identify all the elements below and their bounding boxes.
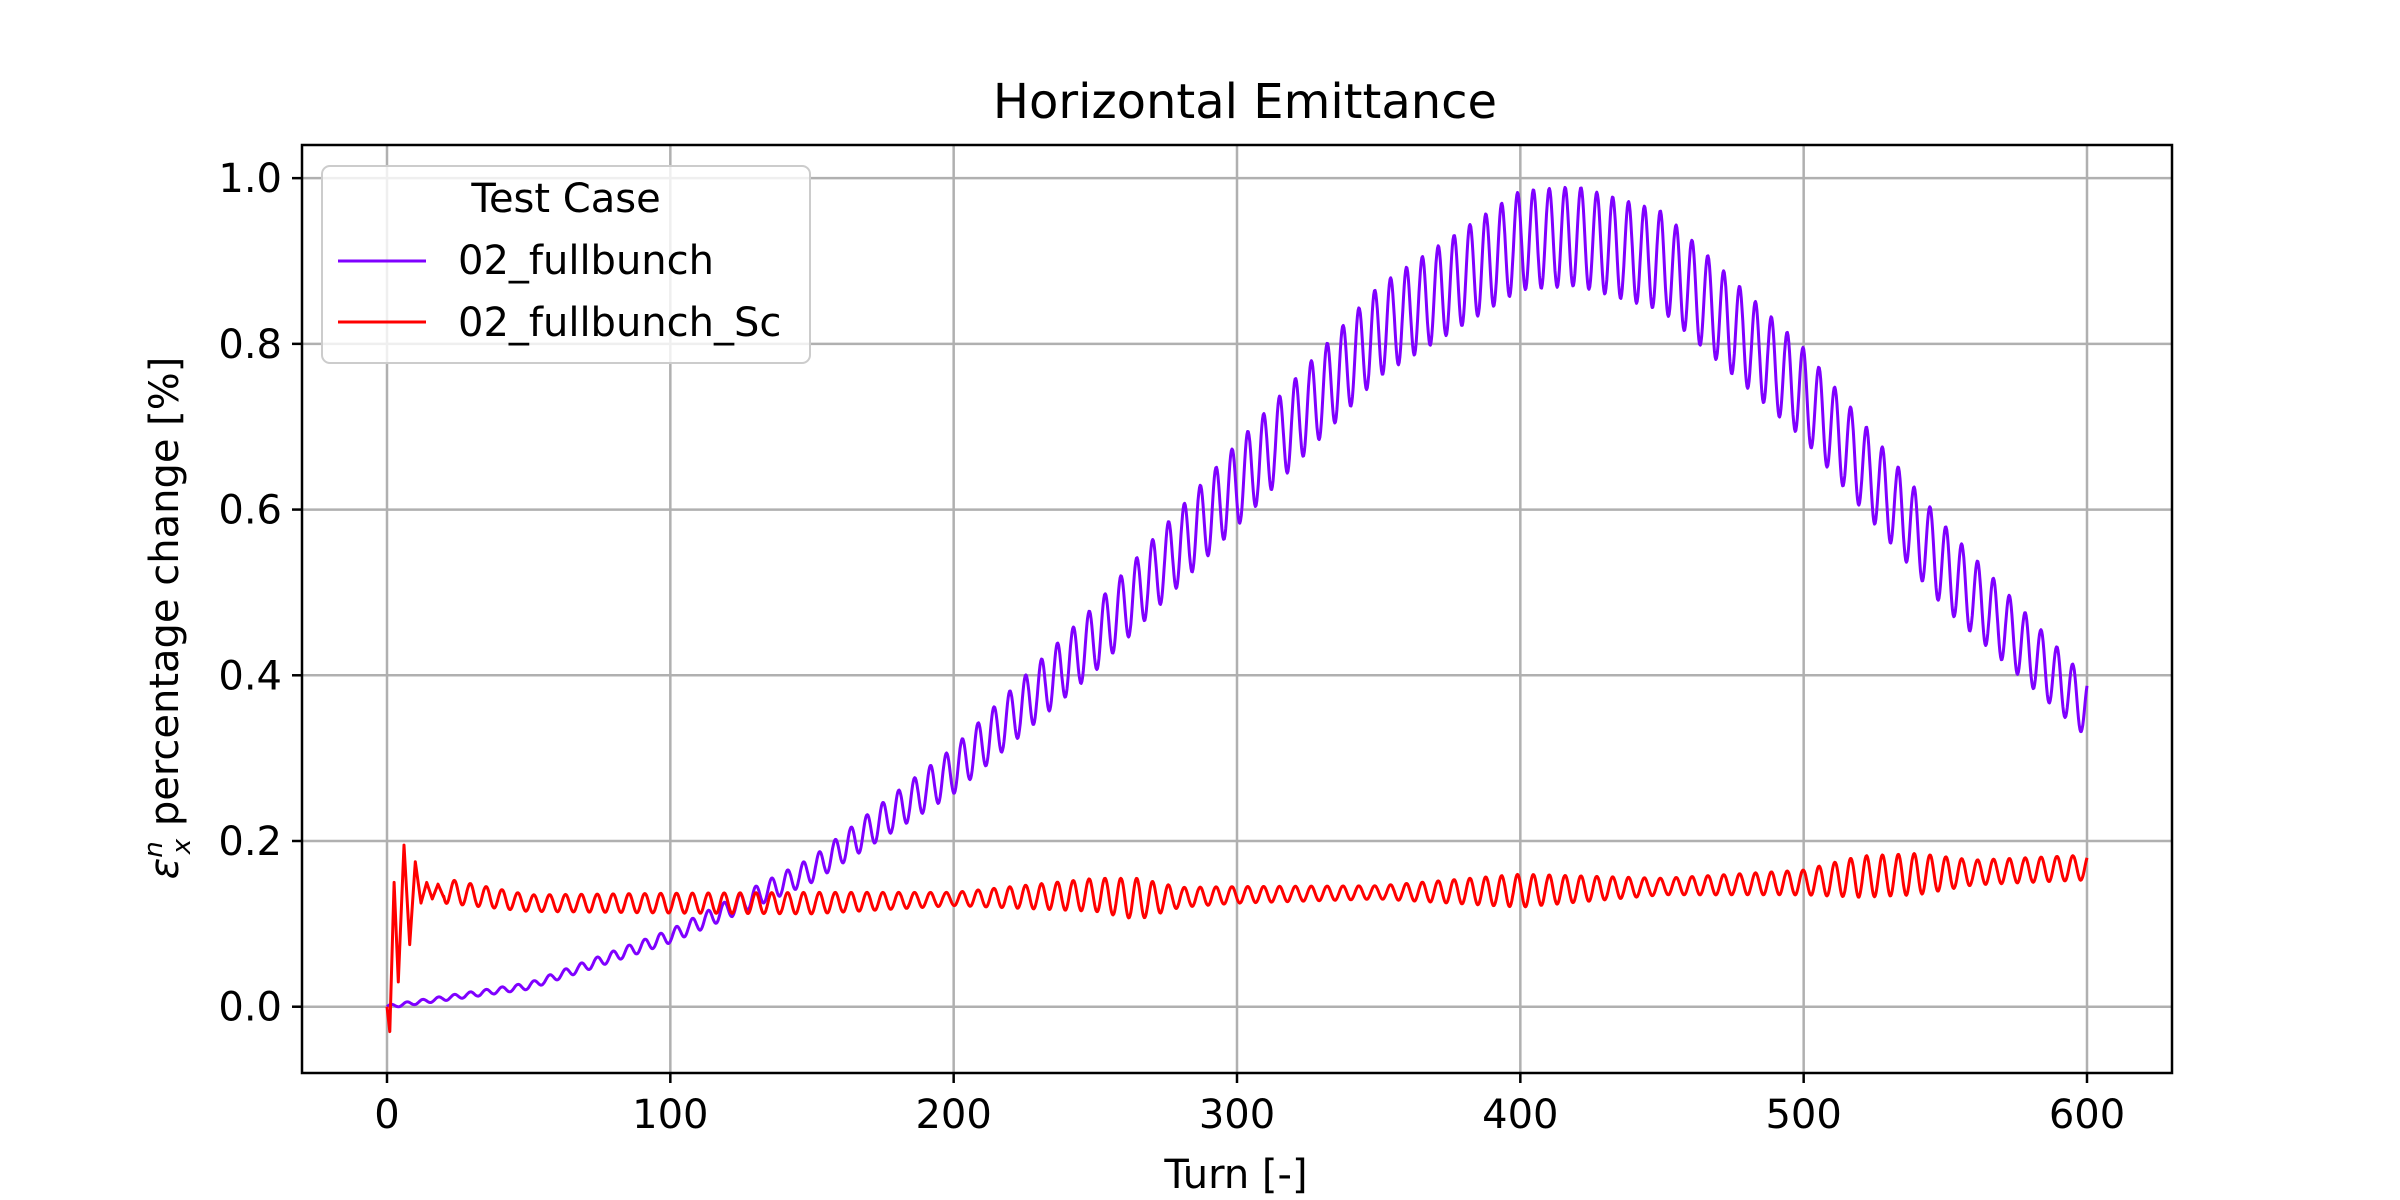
series-line-02_fullbunch [386,185,2089,1009]
y-axis-label: εnx percentage change [%] [139,357,197,880]
x-tick-label: 0 [374,1092,399,1138]
series-line-02_fullbunch_Sc [385,843,2089,1034]
x-tick-label: 200 [915,1092,991,1138]
legend-label-02_fullbunch_Sc: 02_fullbunch_Sc [458,300,781,346]
x-tick-label: 300 [1199,1092,1275,1138]
x-tick-label: 600 [2049,1092,2125,1138]
legend-box [321,165,811,364]
x-axis-label: Turn [-] [1163,1152,1307,1198]
y-axis-label-subscript: x [167,838,197,855]
y-tick-label: 1.0 [218,156,282,202]
y-axis-label-superscript: n [139,841,169,857]
legend-title: Test Case [470,176,660,222]
y-axis-label-symbol: ε [142,858,188,880]
plot-series [385,185,2089,1034]
legend: Test Case 02_fullbunch 02_fullbunch_Sc [321,165,811,364]
y-tick-label: 0.6 [218,488,282,534]
axis-ticks: 0 100 200 300 400 500 600 0.0 0.2 0.4 0.6 0.8 1.0 [218,156,2125,1138]
chart-title: Horizontal Emittance [993,74,1497,130]
x-tick-label: 400 [1482,1092,1558,1138]
y-tick-label: 0.2 [218,819,282,865]
y-tick-label: 0.8 [218,322,282,368]
legend-label-02_fullbunch: 02_fullbunch [458,238,714,284]
x-tick-label: 100 [632,1092,708,1138]
y-tick-label: 0.4 [218,653,282,699]
y-axis-label-text: percentage change [%] [142,357,188,839]
y-tick-label: 0.0 [218,985,282,1031]
x-tick-label: 500 [1765,1092,1841,1138]
